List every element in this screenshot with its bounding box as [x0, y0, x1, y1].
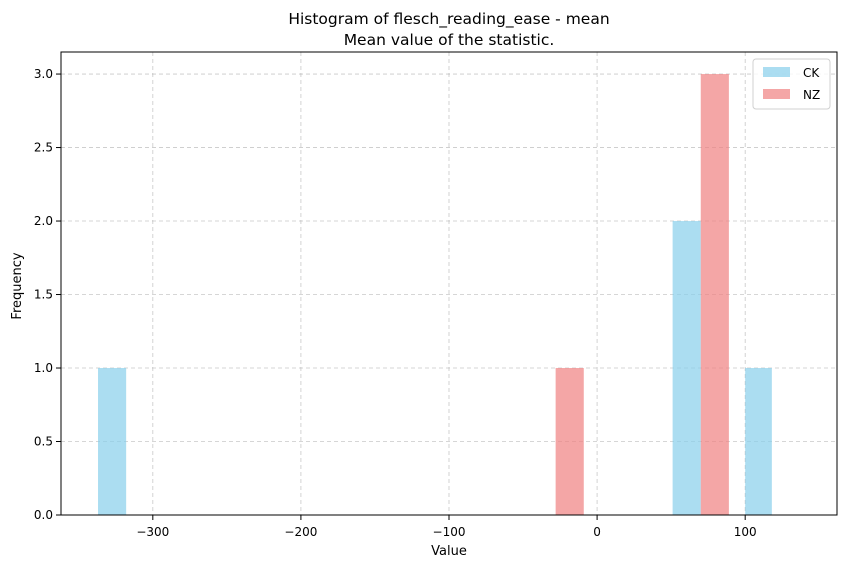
y-axis-ticks: 0.0 0.5 1.0 1.5 2.0 2.5 3.0: [34, 67, 61, 522]
legend-label-ck: CK: [803, 66, 820, 80]
x-tick-label: −100: [433, 525, 466, 539]
y-tick-label: 2.0: [34, 214, 53, 228]
chart-subtitle: Mean value of the statistic.: [344, 31, 555, 49]
x-tick-label: −200: [284, 525, 317, 539]
y-tick-label: 3.0: [34, 67, 53, 81]
legend-label-nz: NZ: [803, 88, 820, 102]
bar-nz: [700, 74, 729, 516]
y-axis-label: Frequency: [10, 252, 25, 319]
bars: [98, 74, 772, 516]
y-tick-label: 1.5: [34, 288, 53, 302]
x-tick-label: 0: [593, 525, 601, 539]
y-tick-label: 0.0: [34, 508, 53, 522]
y-tick-label: 2.5: [34, 141, 53, 155]
y-tick-label: 1.0: [34, 361, 53, 375]
x-axis-label: Value: [431, 544, 467, 559]
legend-swatch-ck: [763, 67, 790, 77]
x-tick-label: 100: [734, 525, 757, 539]
bar-ck: [745, 368, 772, 515]
x-tick-label: −300: [136, 525, 169, 539]
chart-title: Histogram of flesch_reading_ease - mean: [288, 10, 609, 29]
bar-ck: [672, 221, 701, 516]
bar-nz: [555, 368, 584, 515]
legend-swatch-nz: [763, 89, 790, 99]
legend: CK NZ: [752, 58, 831, 110]
y-tick-label: 0.5: [34, 435, 53, 449]
x-axis-ticks: −300 −200 −100 0 100: [136, 515, 757, 539]
bar-ck: [98, 368, 127, 515]
